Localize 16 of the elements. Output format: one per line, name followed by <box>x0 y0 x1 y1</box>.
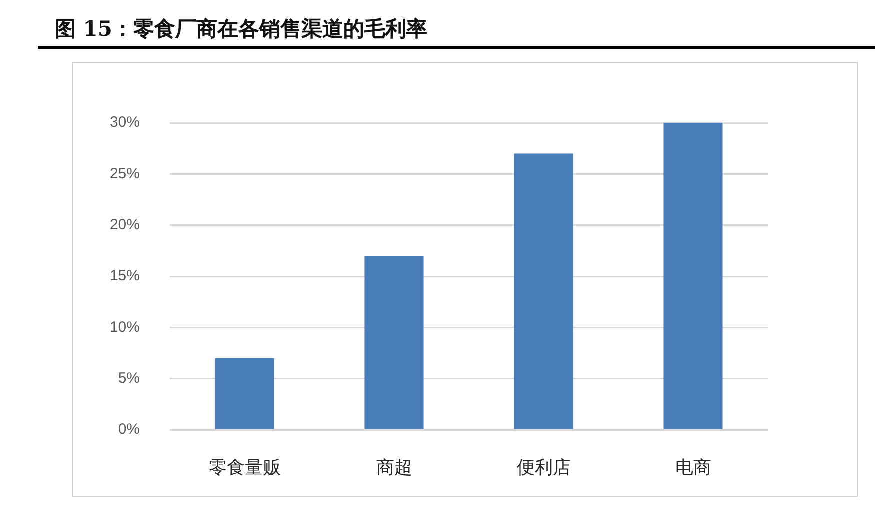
bar <box>514 154 574 430</box>
y-tick-label: 0% <box>118 421 140 438</box>
bar <box>215 358 274 430</box>
chart-title: 图 15：零食厂商在各销售渠道的毛利率 <box>55 15 428 43</box>
y-tick-label: 10% <box>110 318 140 336</box>
y-tick-label: 25% <box>110 165 140 182</box>
x-tick-label: 便利店 <box>516 457 571 478</box>
bar <box>664 123 723 430</box>
y-tick-label: 30% <box>110 114 140 132</box>
y-tick-label: 15% <box>110 268 140 285</box>
y-tick-label: 20% <box>110 216 140 234</box>
x-tick-label: 电商 <box>675 457 712 478</box>
y-tick-label: 5% <box>118 370 140 387</box>
x-tick-label: 商超 <box>376 457 412 478</box>
bar <box>364 256 424 430</box>
x-tick-label: 零食量贩 <box>208 457 281 478</box>
